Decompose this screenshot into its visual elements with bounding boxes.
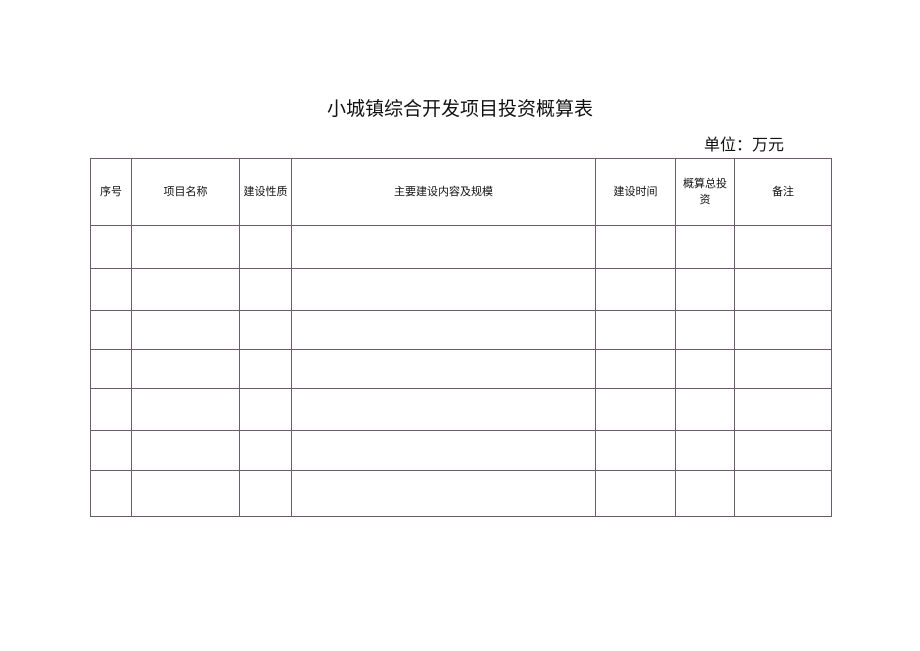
- table-cell: [595, 225, 676, 269]
- table-cell: [131, 470, 240, 517]
- table-cell: [90, 349, 132, 389]
- table-cell: [291, 470, 596, 517]
- table-cell: [595, 310, 676, 350]
- table-cell: [239, 430, 292, 471]
- header-remarks: 备注: [734, 158, 832, 226]
- table-cell: [291, 225, 596, 269]
- table-cell: [291, 388, 596, 431]
- table-cell: [239, 388, 292, 431]
- header-investment: 概算总投资: [675, 158, 735, 226]
- table-row: [90, 470, 832, 517]
- table-cell: [734, 310, 832, 350]
- table-row: [90, 349, 832, 389]
- table-cell: [595, 268, 676, 311]
- table-cell: [239, 349, 292, 389]
- header-content: 主要建设内容及规模: [291, 158, 596, 226]
- table-cell: [675, 225, 735, 269]
- table-cell: [291, 349, 596, 389]
- table-cell: [734, 268, 832, 311]
- table-cell: [131, 349, 240, 389]
- table-cell: [90, 388, 132, 431]
- table-cell: [675, 430, 735, 471]
- table-cell: [675, 470, 735, 517]
- table-cell: [131, 310, 240, 350]
- table-cell: [595, 388, 676, 431]
- table-cell: [90, 225, 132, 269]
- table-cell: [239, 268, 292, 311]
- table-cell: [90, 310, 132, 350]
- table-row: [90, 268, 832, 311]
- table-cell: [675, 388, 735, 431]
- table-cell: [131, 225, 240, 269]
- header-row: 序号 项目名称 建设性质 主要建设内容及规模 建设时间 概算总投资 备注: [90, 158, 832, 226]
- table-cell: [734, 349, 832, 389]
- header-project-name: 项目名称: [131, 158, 240, 226]
- table-row: [90, 310, 832, 350]
- table-cell: [131, 268, 240, 311]
- table-cell: [291, 310, 596, 350]
- table-cell: [239, 225, 292, 269]
- table-row: [90, 430, 832, 471]
- table-cell: [90, 470, 132, 517]
- table-cell: [595, 470, 676, 517]
- table-cell: [734, 470, 832, 517]
- table-cell: [734, 388, 832, 431]
- header-index: 序号: [90, 158, 132, 226]
- table-row: [90, 388, 832, 431]
- document-title: 小城镇综合开发项目投资概算表: [326, 98, 593, 120]
- investment-table: 序号 项目名称 建设性质 主要建设内容及规模 建设时间 概算总投资 备注: [90, 158, 832, 517]
- table-row: [90, 225, 832, 269]
- table-cell: [595, 349, 676, 389]
- table-cell: [675, 349, 735, 389]
- header-time: 建设时间: [595, 158, 676, 226]
- table-cell: [131, 430, 240, 471]
- table-cell: [595, 430, 676, 471]
- table-cell: [675, 268, 735, 311]
- table-cell: [90, 430, 132, 471]
- table-cell: [734, 430, 832, 471]
- table-cell: [90, 268, 132, 311]
- table-cell: [291, 430, 596, 471]
- table-cell: [734, 225, 832, 269]
- header-nature: 建设性质: [239, 158, 292, 226]
- table-cell: [239, 470, 292, 517]
- unit-label: 单位：万元: [704, 135, 785, 154]
- table-cell: [675, 310, 735, 350]
- table-cell: [239, 310, 292, 350]
- table-cell: [131, 388, 240, 431]
- table-cell: [291, 268, 596, 311]
